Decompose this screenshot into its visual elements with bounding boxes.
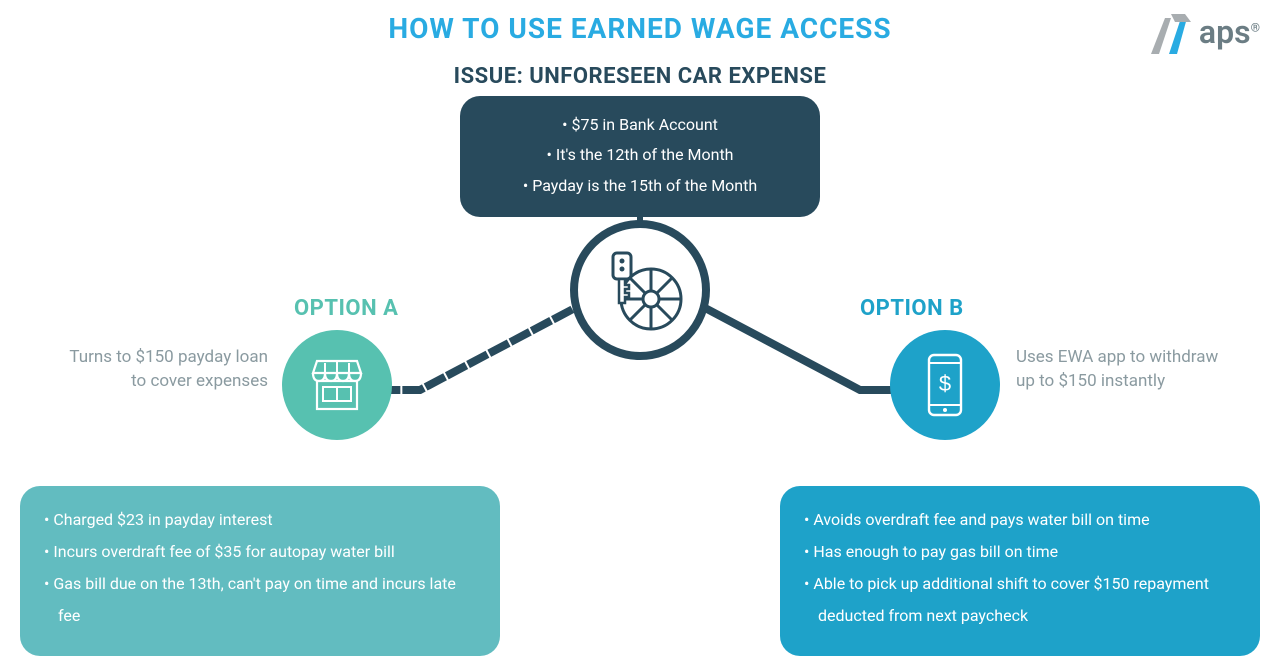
storefront-icon [305,353,369,417]
logo-mark-icon [1147,14,1193,54]
option-b-circle: $ [890,330,1000,440]
option-b-desc: Uses EWA app to withdrawup to $150 insta… [1016,346,1256,394]
outcome-b-bullet: • Avoids overdraft fee and pays water bi… [804,504,1236,536]
outcome-b-bullet: • Able to pick up additional shift to co… [804,568,1236,632]
outcome-a-bullet: • Gas bill due on the 13th, can't pay on… [44,568,476,632]
logo-text: aps® [1199,13,1260,51]
svg-text:$: $ [939,371,951,396]
phone-dollar-icon: $ [915,351,975,419]
logo: aps® [1147,14,1260,54]
outcome-a-bullet: • Charged $23 in payday interest [44,504,476,536]
center-circle [570,220,710,360]
issue-bullet: • It's the 12th of the Month [494,140,786,170]
issue-bullet: • Payday is the 15th of the Month [494,171,786,201]
outcome-b-box: • Avoids overdraft fee and pays water bi… [780,486,1260,656]
outcome-a-box: • Charged $23 in payday interest • Incur… [20,486,500,656]
issue-label: ISSUE: UNFORESEEN CAR EXPENSE [454,64,827,89]
option-a-circle [282,330,392,440]
main-title: HOW TO USE EARNED WAGE ACCESS [388,12,891,45]
option-a-desc: Turns to $150 payday loanto cover expens… [28,346,268,394]
outcome-a-bullet: • Incurs overdraft fee of $35 for autopa… [44,536,476,568]
outcome-b-bullet: • Has enough to pay gas bill on time [804,536,1236,568]
issue-bullet: • $75 in Bank Account [494,110,786,140]
issue-box: • $75 in Bank Account • It's the 12th of… [460,96,820,217]
car-key-wheel-icon [595,245,685,335]
